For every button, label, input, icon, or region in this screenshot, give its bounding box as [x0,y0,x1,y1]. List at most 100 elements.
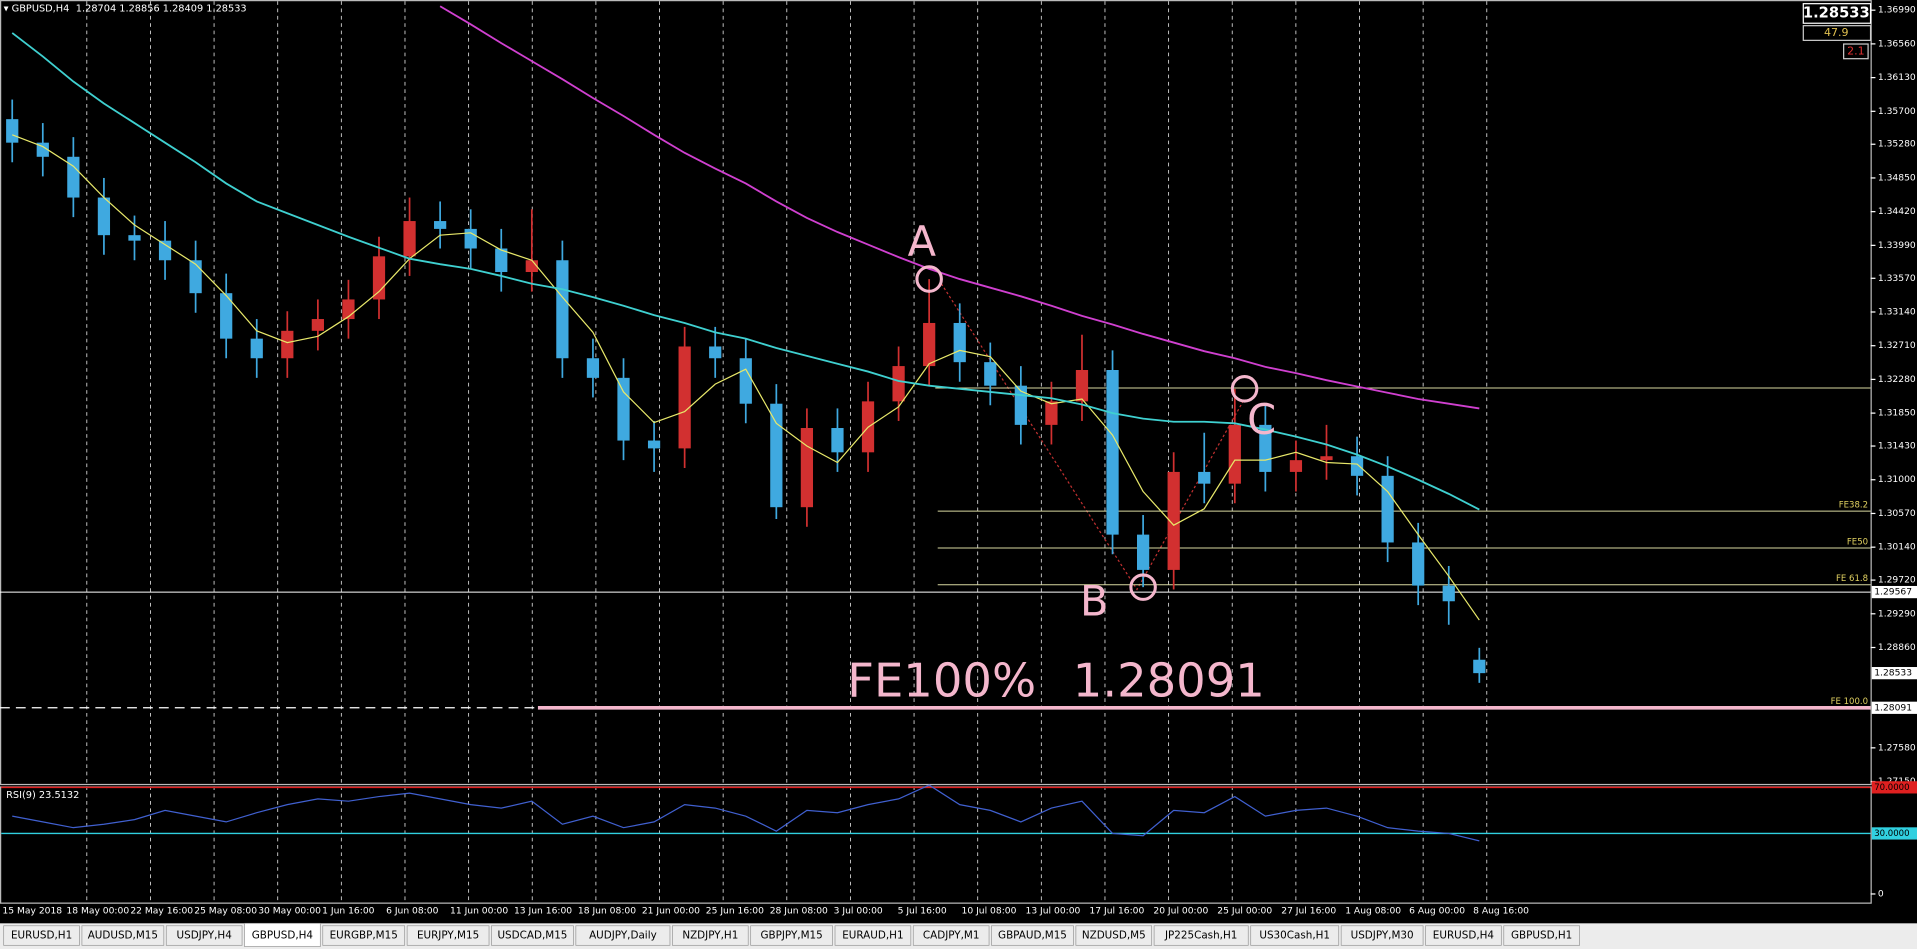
tab-label[interactable]: GBPJPY,M15 [760,930,822,942]
candle-body [739,358,752,404]
tab[interactable] [165,925,243,946]
y-tick-label: 1.31850 [1878,408,1916,419]
candle-body [67,156,80,198]
tab[interactable] [991,925,1074,946]
tab[interactable] [1075,925,1153,946]
tab-label[interactable]: EURJPY,M15 [417,930,479,942]
candle-body [281,330,294,359]
candle-body [189,260,202,294]
tab-label[interactable]: GBPUSD,H4 [252,930,314,942]
tab[interactable] [81,925,165,946]
candles [6,99,1486,683]
x-tick-label: 5 Jul 16:00 [898,906,947,917]
price-tag-label: 1.28091 [1874,702,1912,713]
tab-label[interactable]: GBPUSD,H1 [1511,930,1572,942]
y-tick-label: 0 [1878,888,1884,899]
tab-label[interactable]: EURUSD,H4 [1433,930,1495,942]
y-tick-label: 1.35280 [1878,139,1916,150]
candle-body [6,119,19,143]
tab-label[interactable]: EURGBP,M15 [330,930,398,942]
y-tick-label: 1.35700 [1878,106,1916,117]
bid-price: 1.28533 [1803,4,1870,21]
candle-body [1167,471,1180,570]
price-tag-label: 1.28533 [1874,668,1912,679]
candle-body [647,440,661,449]
pivot-marker [1129,573,1157,601]
info-box [1802,25,1872,41]
candle-body [36,142,49,157]
tab-label[interactable]: EURAUD,H1 [842,930,903,942]
tab[interactable] [491,925,574,946]
x-tick-label: 8 Aug 16:00 [1473,906,1529,917]
tab-label[interactable]: US30Cash,H1 [1259,930,1330,942]
tab-label[interactable]: NZDUSD,M5 [1082,930,1146,942]
tab-label[interactable]: USDCAD,M15 [497,930,567,942]
tab[interactable] [750,925,833,946]
candle-body [678,346,691,449]
pivot-label: B [1080,576,1109,625]
candle-body [1412,542,1425,586]
y-tick-label: 1.30570 [1878,508,1916,519]
tab[interactable] [1153,925,1249,946]
y-tick-label: 1.29290 [1878,608,1916,619]
candle-body [770,403,783,508]
candle-body [158,240,172,261]
tab[interactable] [834,925,912,946]
tab-list: EURUSD,H1 AUDUSD,M15 USDJPY,H4 GBPUSD,H4 EUR… [3,922,1580,947]
candle-body [1045,401,1058,425]
tab[interactable] [1503,925,1580,946]
spread: 47.9 [1824,26,1848,39]
tab[interactable] [1425,925,1502,946]
candle-body [984,362,997,386]
y-tick-label: 1.27580 [1878,742,1916,753]
candle-body [250,338,263,359]
tab-label[interactable]: GBPAUD,M15 [998,930,1067,942]
x-tick-label: 27 Jul 16:00 [1281,906,1336,917]
y-tick-label: 1.28860 [1878,642,1916,653]
x-tick-label: 20 Jul 00:00 [1153,906,1208,917]
fe-annotation-price: 1.28091 [1073,653,1265,707]
y-tick-label: 1.36560 [1878,38,1916,49]
x-tick-label: 18 May 00:00 [66,906,129,917]
tab-label[interactable]: EURUSD,H1 [11,930,72,942]
tab-label[interactable]: AUDUSD,M15 [88,930,158,942]
header-symbol: ▾ GBPUSD,H4 [4,4,70,15]
tab[interactable] [575,925,671,946]
tab-label[interactable]: USDJPY,H4 [177,930,233,942]
tab[interactable] [1250,925,1340,946]
candle-body [617,377,630,441]
tab[interactable] [1340,925,1424,946]
candle-body [800,428,814,508]
price-tag [1871,667,1917,680]
x-tick-label: 25 Jun 16:00 [706,906,764,917]
main-frame [0,0,1872,786]
pivot-label: C [1247,395,1276,444]
tab[interactable] [244,922,321,947]
pivot-marker [915,265,943,293]
tab[interactable] [406,925,490,946]
candle-body [1289,460,1303,472]
tab-label[interactable]: CADJPY,M1 [923,930,980,942]
x-tick-label: 18 Jun 08:00 [578,906,636,917]
info-box-2 [1843,43,1869,60]
tab-label[interactable]: NZDJPY,H1 [682,930,738,942]
tab-label[interactable]: USDJPY,M30 [1351,930,1414,942]
price-tag [1871,781,1917,794]
tab[interactable] [912,925,990,946]
tab[interactable] [3,925,80,946]
tab-label[interactable]: AUDJPY,Daily [589,930,657,942]
x-tick-label: 30 May 00:00 [258,906,321,917]
tab[interactable] [672,925,749,946]
x-tick-label: 22 May 16:00 [130,906,193,917]
x-tick-label: 10 Jul 08:00 [962,906,1017,917]
tab-label[interactable]: JP225Cash,H1 [1164,930,1237,942]
candle-body [311,319,324,331]
fe-label: FE50 [1847,537,1868,547]
x-tick-label: 28 Jun 08:00 [770,906,828,917]
y-tick-label: 30.0000 [1874,829,1909,839]
abc-guide [940,283,1246,591]
tab[interactable] [322,925,406,946]
